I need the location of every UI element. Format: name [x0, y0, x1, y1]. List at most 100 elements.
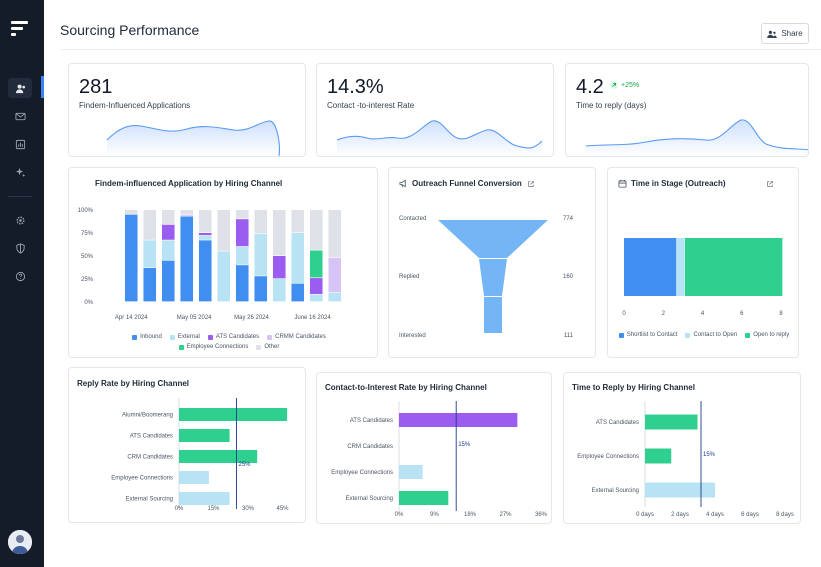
kpi-card-contact-interest[interactable]: 14.3% Contact -to-interest Rate: [316, 63, 554, 157]
stage-segment[interactable]: [624, 238, 677, 296]
legend-item[interactable]: Contact to Open: [685, 332, 737, 338]
bar-segment[interactable]: [180, 214, 194, 216]
bar-segment[interactable]: [124, 210, 138, 214]
legend-item[interactable]: External: [169, 334, 200, 340]
bar[interactable]: [399, 465, 423, 479]
legend-item[interactable]: Employee Connections: [178, 344, 248, 350]
bar-segment[interactable]: [235, 219, 249, 247]
bar[interactable]: [645, 482, 715, 498]
bar[interactable]: [179, 471, 209, 484]
category-label: CRM Candidates: [347, 444, 393, 450]
bar-segment[interactable]: [124, 214, 138, 302]
bar-segment[interactable]: [198, 240, 212, 302]
bar-segment[interactable]: [217, 210, 231, 251]
legend-item[interactable]: Inbound: [132, 334, 162, 340]
bar-segment[interactable]: [291, 233, 305, 283]
share-button[interactable]: Share: [761, 23, 809, 44]
sidebar-item-security[interactable]: [8, 238, 32, 258]
stage-segment[interactable]: [684, 238, 783, 296]
bar-segment[interactable]: [161, 240, 175, 260]
bar-segment[interactable]: [309, 294, 323, 302]
bar-segment[interactable]: [161, 210, 175, 225]
stage-segment[interactable]: [676, 238, 685, 296]
category-label: External Sourcing: [592, 488, 639, 494]
kpi-card-time-to-reply[interactable]: 4.2 +25% Time to reply (days): [565, 63, 809, 157]
external-link-icon[interactable]: [766, 180, 774, 188]
bar[interactable]: [179, 492, 230, 505]
legend-item[interactable]: ATS Candidates: [207, 334, 260, 340]
bar-segment[interactable]: [143, 210, 157, 240]
bar-segment[interactable]: [272, 210, 286, 256]
findem-logo-icon[interactable]: [11, 20, 29, 38]
funnel-stage-replied[interactable]: [479, 259, 507, 296]
avatar[interactable]: [8, 530, 32, 554]
calendar-icon: [618, 179, 627, 188]
sidebar-item-messages[interactable]: [8, 106, 32, 126]
bar-segment[interactable]: [161, 224, 175, 240]
gear-icon: [15, 215, 25, 225]
x-tick-label: 0%: [395, 512, 404, 518]
legend-item[interactable]: Open to reply: [745, 332, 789, 338]
sidebar-item-ai[interactable]: [8, 162, 32, 182]
bar-segment[interactable]: [254, 233, 268, 276]
trend-up-icon: [610, 81, 618, 89]
kpi-card-applications[interactable]: 281 Findem-Influenced Applications: [68, 63, 306, 157]
bar-segment[interactable]: [180, 216, 194, 302]
bar-segment[interactable]: [235, 246, 249, 265]
bar-segment[interactable]: [217, 251, 231, 302]
funnel-stage-contacted[interactable]: [438, 220, 548, 258]
bar-segment[interactable]: [161, 260, 175, 302]
bar-segment[interactable]: [254, 276, 268, 302]
chart-icon: [15, 139, 25, 149]
legend-swatch: [207, 334, 213, 340]
bar[interactable]: [645, 414, 698, 430]
kpi-label: Findem-Influenced Applications: [79, 101, 191, 110]
bar-segment[interactable]: [328, 257, 342, 293]
bar-segment[interactable]: [291, 210, 305, 233]
bar-segment[interactable]: [272, 279, 286, 302]
external-link-icon[interactable]: [527, 180, 535, 188]
bar-segment[interactable]: [198, 235, 212, 240]
bar[interactable]: [179, 408, 288, 421]
bar-segment[interactable]: [328, 210, 342, 258]
reply-rate-chart: Alumni/Boomerang ATS Candidates CRM Candid…: [111, 398, 289, 512]
bar-segment[interactable]: [328, 292, 342, 302]
sidebar-item-analytics[interactable]: [8, 134, 32, 154]
bar-segment[interactable]: [235, 265, 249, 302]
bar-segment[interactable]: [309, 250, 323, 278]
sidebar-item-settings[interactable]: [8, 210, 32, 230]
legend-label: ATS Candidates: [215, 334, 260, 340]
time-to-reply-chart: ATS Candidates Employee Connections Extern…: [577, 401, 794, 518]
bar-segment[interactable]: [309, 210, 323, 250]
funnel-stage-interested[interactable]: [484, 297, 502, 333]
card-title: Contact-to-Interest Rate by Hiring Chann…: [325, 383, 487, 392]
bar-segment[interactable]: [180, 210, 194, 214]
bar-segment[interactable]: [309, 278, 323, 295]
card-title: Time to Reply by Hiring Channel: [572, 383, 695, 392]
legend-item[interactable]: Other: [256, 344, 279, 350]
sidebar-item-candidates[interactable]: [8, 78, 32, 98]
bar-segment[interactable]: [198, 210, 212, 233]
bar[interactable]: [645, 448, 672, 464]
bar[interactable]: [179, 429, 230, 442]
bar-segment[interactable]: [143, 240, 157, 268]
reference-label: 15%: [703, 452, 716, 458]
legend-swatch: [169, 334, 175, 340]
sidebar-item-help[interactable]: [8, 266, 32, 286]
bar-segment[interactable]: [198, 233, 212, 236]
category-label: Employee Connections: [331, 470, 393, 476]
bar-segment[interactable]: [272, 256, 286, 279]
bar-segment[interactable]: [291, 283, 305, 302]
bar-segment[interactable]: [143, 267, 157, 302]
bar[interactable]: [179, 450, 258, 463]
funnel-value-label: 111: [564, 333, 574, 339]
users-icon: [15, 84, 25, 93]
bar[interactable]: [399, 413, 518, 427]
legend-item[interactable]: Shortlist to Contact: [618, 332, 677, 338]
x-tick-label: Apr 14 2024: [115, 315, 148, 321]
x-tick-label: 6 days: [741, 512, 759, 518]
legend-item[interactable]: CRMM Candidates: [267, 334, 326, 340]
bar-segment[interactable]: [235, 210, 249, 219]
bar-segment[interactable]: [254, 210, 268, 234]
bar[interactable]: [399, 491, 449, 505]
